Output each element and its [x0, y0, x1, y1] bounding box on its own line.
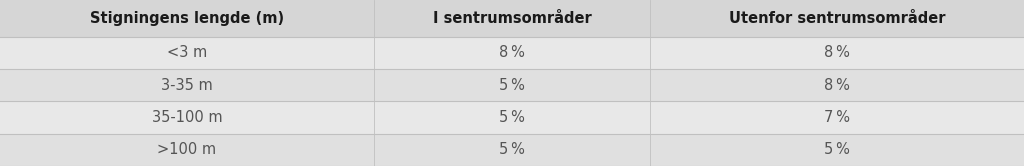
Bar — [0, 101, 1024, 134]
Text: <3 m: <3 m — [167, 45, 207, 60]
Text: 5 %: 5 % — [824, 142, 850, 157]
Text: 8 %: 8 % — [824, 78, 850, 93]
Text: Utenfor sentrumsområder: Utenfor sentrumsområder — [729, 11, 945, 26]
Text: 3-35 m: 3-35 m — [161, 78, 213, 93]
Text: >100 m: >100 m — [158, 142, 216, 157]
Bar — [0, 37, 1024, 69]
Text: 5 %: 5 % — [499, 110, 525, 125]
Bar — [0, 0, 1024, 37]
Bar — [0, 69, 1024, 101]
Text: 7 %: 7 % — [824, 110, 850, 125]
Text: I sentrumsområder: I sentrumsområder — [432, 11, 592, 26]
Text: 5 %: 5 % — [499, 78, 525, 93]
Text: 5 %: 5 % — [499, 142, 525, 157]
Text: Stigningens lengde (m): Stigningens lengde (m) — [90, 11, 284, 26]
Bar — [0, 134, 1024, 166]
Text: 8 %: 8 % — [499, 45, 525, 60]
Text: 8 %: 8 % — [824, 45, 850, 60]
Text: 35-100 m: 35-100 m — [152, 110, 222, 125]
